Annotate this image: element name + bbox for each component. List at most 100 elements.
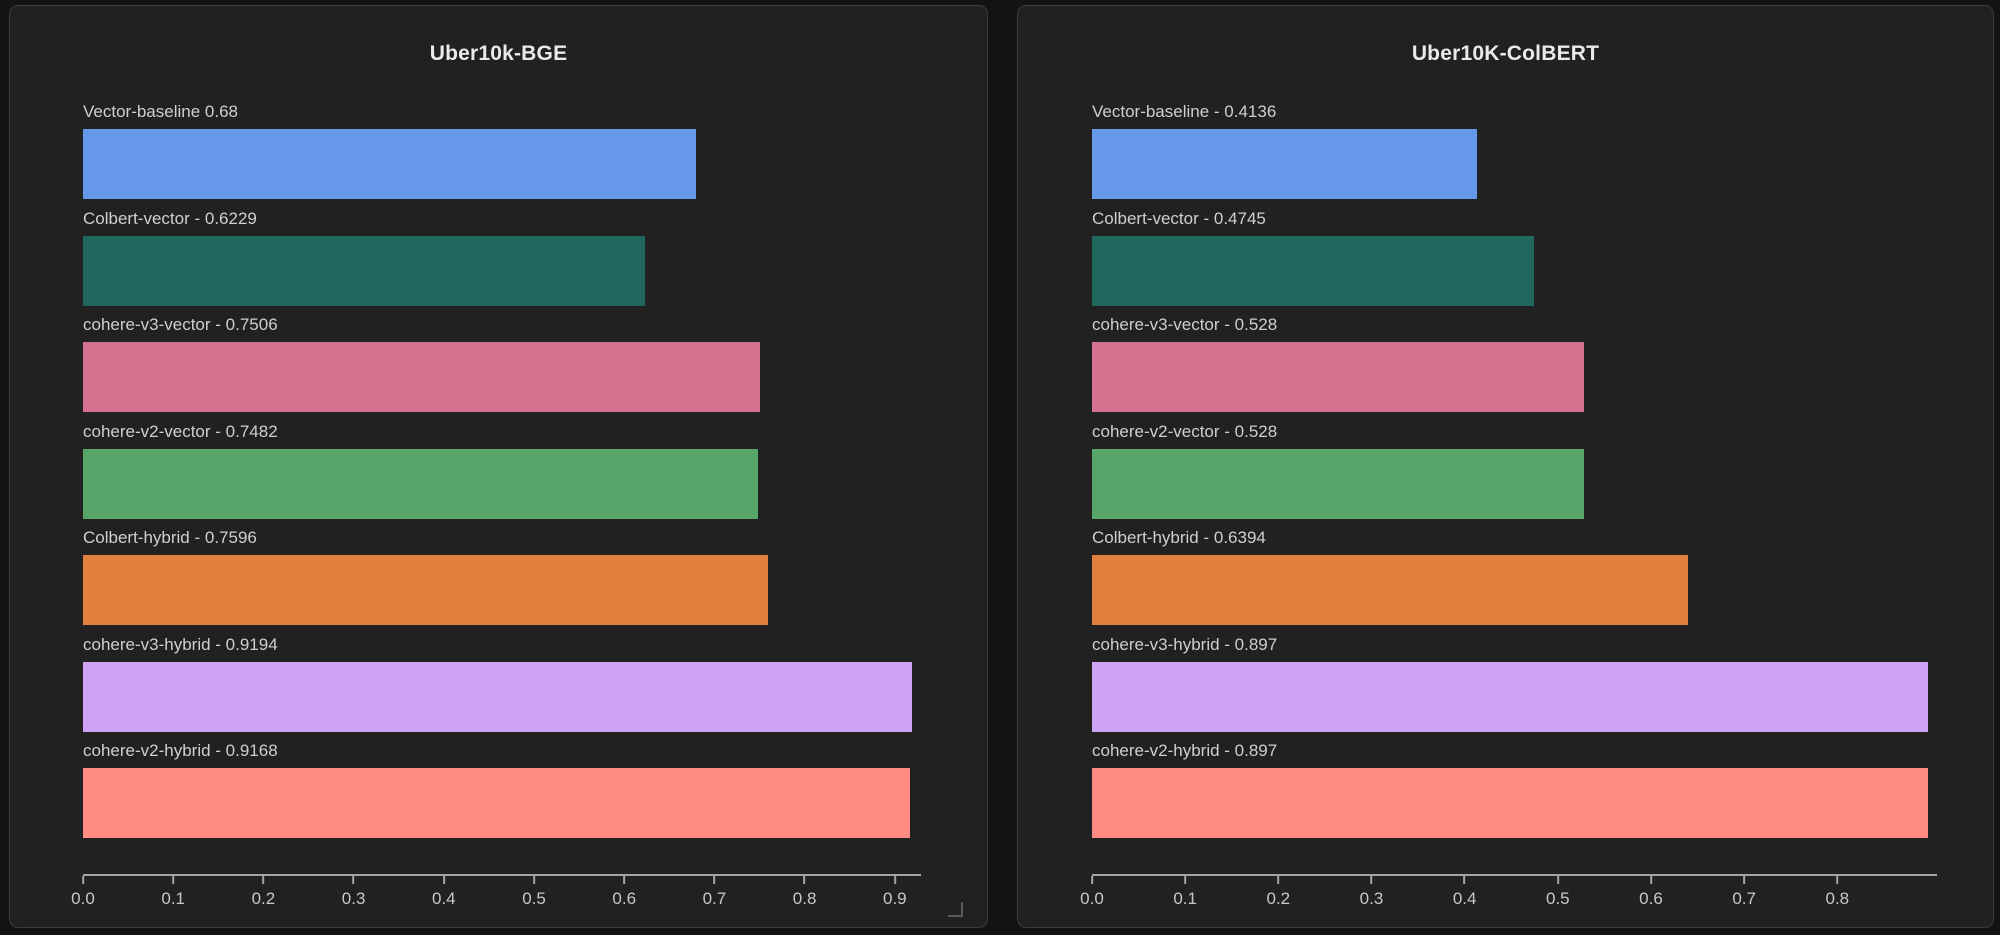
x-axis-tick: 0.7	[1732, 876, 1756, 909]
tick-mark	[1649, 876, 1652, 884]
bar	[83, 768, 910, 838]
bar	[83, 448, 758, 519]
bar-row: cohere-v3-hybrid - 0.9194	[83, 634, 921, 732]
tick-label: 0.8	[792, 889, 817, 908]
bar-label: Vector-baseline - 0.4136	[1092, 102, 1277, 121]
bar-label: Colbert-vector - 0.6229	[83, 208, 257, 228]
chart-panel-uber10k-bge: Uber10k-BGE Vector-baseline 0.68 Colbert-…	[9, 5, 988, 928]
bar-label: cohere-v2-hybrid - 0.9168	[83, 741, 278, 760]
x-axis-tick: 0.3	[342, 876, 365, 909]
tick-label: 0.0	[71, 889, 95, 908]
tick-mark	[1090, 876, 1093, 884]
x-axis-tick: 0.4	[1452, 876, 1477, 909]
bar-rows: Vector-baseline 0.68 Colbert-vector - 0.6…	[83, 101, 921, 847]
x-axis-tick: 0.2	[1266, 876, 1291, 909]
bar	[1092, 555, 1688, 625]
tick-mark	[623, 876, 626, 884]
tick-mark	[893, 876, 896, 884]
tick-mark	[1556, 876, 1559, 884]
bar	[1092, 235, 1535, 306]
bar	[1092, 768, 1928, 838]
bar-label: Vector-baseline 0.68	[83, 102, 238, 121]
bar	[83, 555, 769, 625]
chart-title: Uber10k-BGE	[429, 42, 568, 65]
x-axis-tick: 0.8	[1825, 876, 1849, 909]
tick-label: 0.3	[1359, 889, 1384, 908]
bar-row: cohere-v2-hybrid - 0.897	[1092, 740, 1937, 838]
bar-row: Colbert-vector - 0.6229	[83, 208, 921, 306]
bar-row: cohere-v3-hybrid - 0.897	[1092, 634, 1937, 732]
x-axis-tick: 0.5	[522, 876, 546, 909]
tick-mark	[172, 876, 175, 884]
tick-mark	[1463, 876, 1466, 884]
bar	[1092, 448, 1584, 519]
tick-label: 0.4	[1452, 889, 1477, 908]
bar-row: cohere-v3-vector - 0.7506	[83, 314, 921, 412]
tick-mark	[713, 876, 716, 884]
bar-label: cohere-v3-vector - 0.528	[1092, 315, 1278, 334]
tick-mark	[81, 876, 84, 884]
bar	[83, 129, 697, 199]
bar-label: cohere-v3-hybrid - 0.897	[1092, 634, 1278, 654]
tick-label: 0.5	[522, 889, 546, 908]
bar-row: cohere-v2-hybrid - 0.9168	[83, 740, 921, 838]
bar	[83, 342, 761, 412]
bar	[83, 235, 645, 306]
tick-mark	[1277, 876, 1280, 884]
bar-label: Colbert-vector - 0.4745	[1092, 208, 1266, 228]
x-axis-tick: 0.3	[1359, 876, 1384, 909]
bar-rows: Vector-baseline - 0.4136 Colbert-vector -…	[1092, 101, 1937, 847]
tick-label: 0.2	[1266, 889, 1291, 908]
tick-mark	[442, 876, 445, 884]
tick-mark	[262, 876, 265, 884]
x-axis: 0.0 0.1 0.2 0.3 0.4 0.5 0.6 0.7 0.8 0.9	[71, 874, 921, 908]
bar-row: Vector-baseline 0.68	[83, 101, 921, 199]
x-axis: 0.0 0.1 0.2 0.3 0.4 0.5 0.6 0.7 0.8	[1080, 874, 1937, 908]
bar-row: cohere-v2-vector - 0.528	[1092, 421, 1937, 519]
tick-label: 0.6	[612, 889, 637, 908]
tick-mark	[533, 876, 536, 884]
bar	[1092, 661, 1928, 732]
corner-resize-icon[interactable]	[948, 902, 963, 917]
bar-label: Colbert-hybrid - 0.7596	[83, 528, 257, 547]
chart-title: Uber10K-ColBERT	[1411, 42, 1600, 65]
chart-panel-uber10k-colbert: Uber10K-ColBERT Vector-baseline - 0.4136…	[1017, 5, 1994, 928]
bar-row: Colbert-hybrid - 0.6394	[1092, 527, 1937, 625]
tick-mark	[1743, 876, 1746, 884]
tick-mark	[352, 876, 355, 884]
x-axis-tick: 0.0	[1080, 876, 1104, 909]
bar-row: cohere-v2-vector - 0.7482	[83, 421, 921, 519]
bar-label: cohere-v3-vector - 0.7506	[83, 315, 278, 334]
bar	[1092, 342, 1584, 412]
bar-label: cohere-v3-hybrid - 0.9194	[83, 634, 278, 654]
x-axis-tick: 0.7	[702, 876, 727, 909]
tick-mark	[1836, 876, 1839, 884]
tick-label: 0.1	[161, 889, 186, 908]
bar	[1092, 129, 1478, 199]
bar-row: Vector-baseline - 0.4136	[1092, 101, 1937, 199]
tick-label: 0.9	[883, 889, 907, 908]
x-axis-tick: 0.6	[1639, 876, 1663, 909]
tick-label: 0.5	[1545, 889, 1570, 908]
x-axis-tick: 0.1	[161, 876, 185, 909]
x-axis-tick: 0.6	[612, 876, 636, 909]
tick-label: 0.1	[1173, 889, 1197, 908]
x-axis-tick: 0.9	[883, 876, 907, 909]
bar	[83, 661, 913, 732]
x-axis-tick: 0.5	[1546, 876, 1570, 909]
tick-label: 0.4	[431, 889, 456, 908]
tick-mark	[1184, 876, 1187, 884]
bar-label: cohere-v2-hybrid - 0.897	[1092, 741, 1278, 760]
tick-mark	[1370, 876, 1373, 884]
bar-row: Colbert-vector - 0.4745	[1092, 208, 1937, 306]
tick-label: 0.7	[702, 889, 727, 908]
tick-mark	[803, 876, 806, 884]
tick-label: 0.2	[251, 889, 276, 908]
tick-label: 0.7	[1732, 889, 1756, 908]
x-axis-tick: 0.4	[432, 876, 456, 909]
x-axis-tick: 0.1	[1173, 876, 1197, 909]
bar-label: cohere-v2-vector - 0.528	[1092, 421, 1278, 441]
x-axis-tick: 0.8	[792, 876, 817, 909]
x-axis-tick: 0.2	[251, 876, 276, 909]
